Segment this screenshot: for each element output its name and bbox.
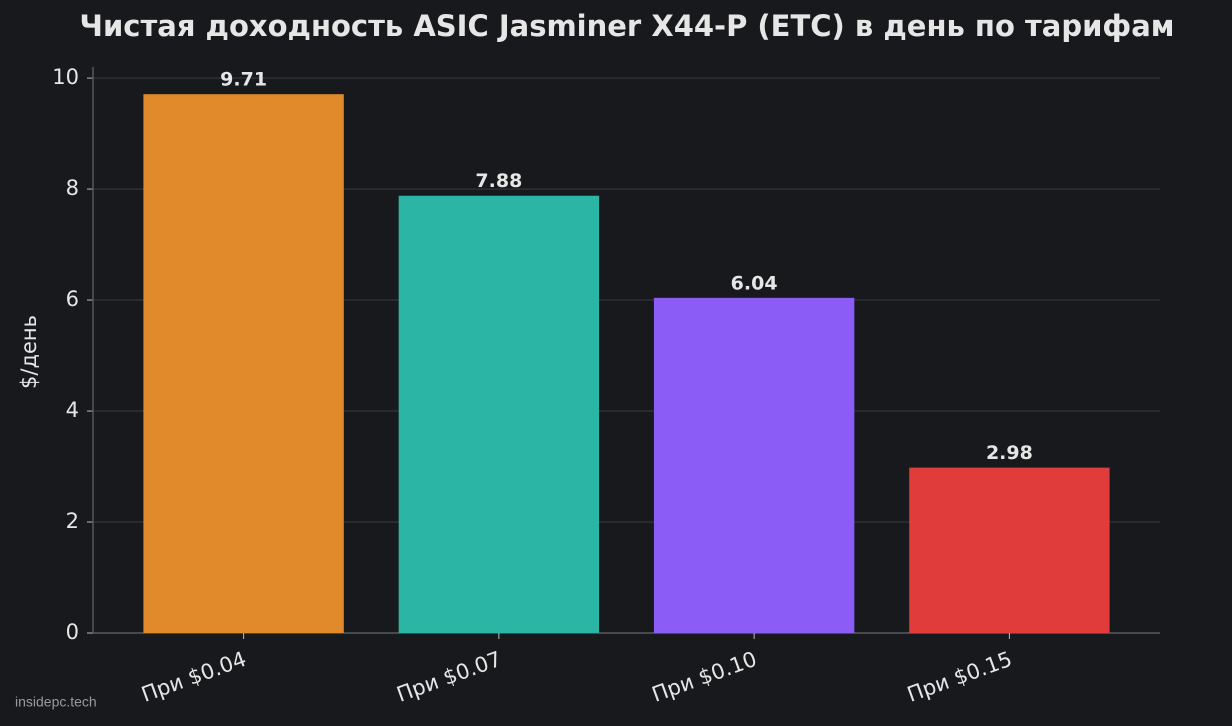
chart-title: Чистая доходность ASIC Jasminer X44-P (E… (80, 9, 1175, 43)
watermark: insidepc.tech (15, 694, 97, 710)
value-label: 9.71 (220, 69, 267, 91)
y-tick-label: 2 (66, 509, 79, 533)
y-tick-label: 0 (66, 620, 79, 644)
value-label: 6.04 (731, 272, 778, 294)
y-tick-label: 4 (66, 398, 79, 422)
bar (909, 467, 1110, 633)
bar (143, 94, 344, 634)
y-axis-label: $/день (17, 315, 41, 389)
y-tick-label: 6 (66, 287, 79, 311)
y-tick-label: 10 (52, 65, 79, 89)
bar (398, 195, 600, 634)
bar (653, 297, 855, 633)
value-label: 7.88 (475, 170, 522, 192)
y-tick-label: 8 (66, 176, 79, 200)
value-label: 2.98 (986, 442, 1033, 464)
